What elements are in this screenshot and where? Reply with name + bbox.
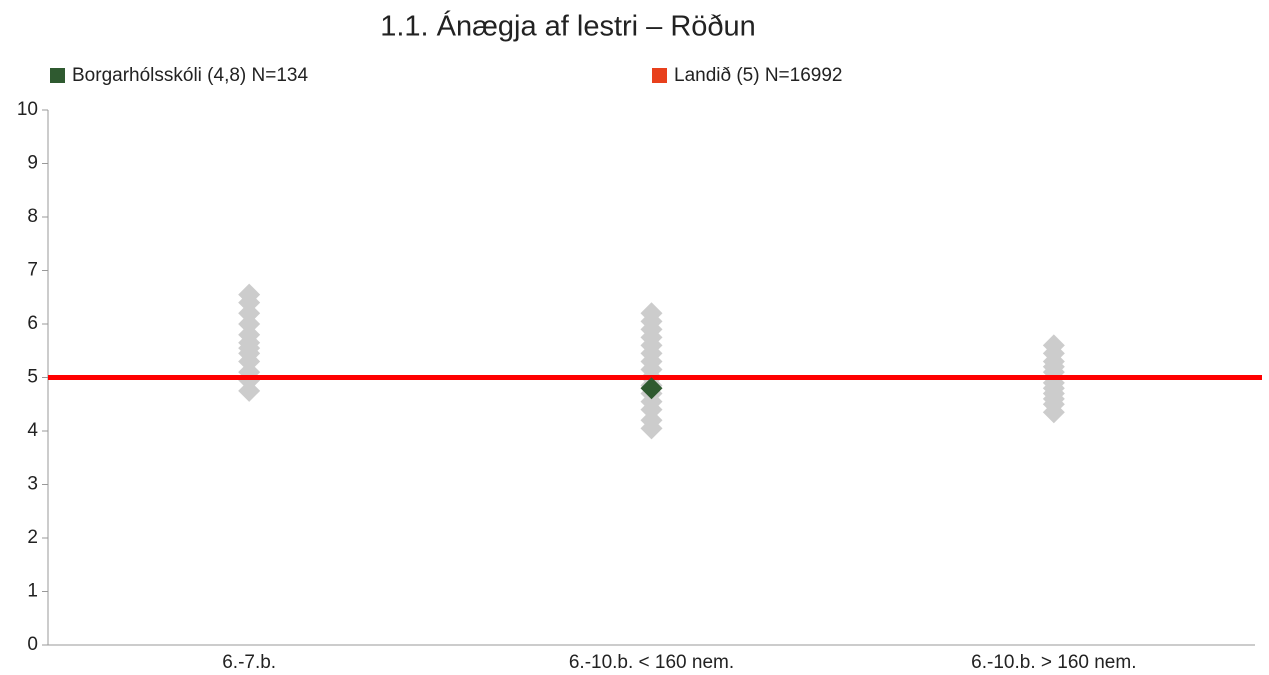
- other-school-point: [1042, 334, 1065, 357]
- y-tick-label: 2: [27, 527, 38, 548]
- legend-label: Landið (5) N=16992: [674, 65, 843, 86]
- legend-swatch: [652, 68, 667, 83]
- y-tick-label: 9: [27, 153, 38, 174]
- x-tick-label: 6.-10.b. < 160 nem.: [569, 652, 734, 673]
- x-tick-label: 6.-7.b.: [222, 652, 276, 673]
- y-tick-label: 4: [27, 420, 38, 441]
- x-tick-label: 6.-10.b. > 160 nem.: [971, 652, 1136, 673]
- y-tick-label: 3: [27, 474, 38, 495]
- y-tick-label: 6: [27, 313, 38, 334]
- y-tick-label: 10: [17, 99, 38, 120]
- legend-label: Borgarhólsskóli (4,8) N=134: [72, 65, 308, 86]
- other-school-point: [238, 283, 261, 306]
- y-tick-label: 7: [27, 260, 38, 281]
- legend-swatch: [50, 68, 65, 83]
- y-tick-label: 1: [27, 581, 38, 602]
- y-tick-label: 0: [27, 634, 38, 655]
- school-point: [640, 377, 663, 400]
- chart-title: 1.1. Ánægja af lestri – Röðun: [380, 10, 756, 43]
- y-tick-label: 5: [27, 367, 38, 388]
- y-tick-label: 8: [27, 206, 38, 227]
- other-school-point: [640, 302, 663, 325]
